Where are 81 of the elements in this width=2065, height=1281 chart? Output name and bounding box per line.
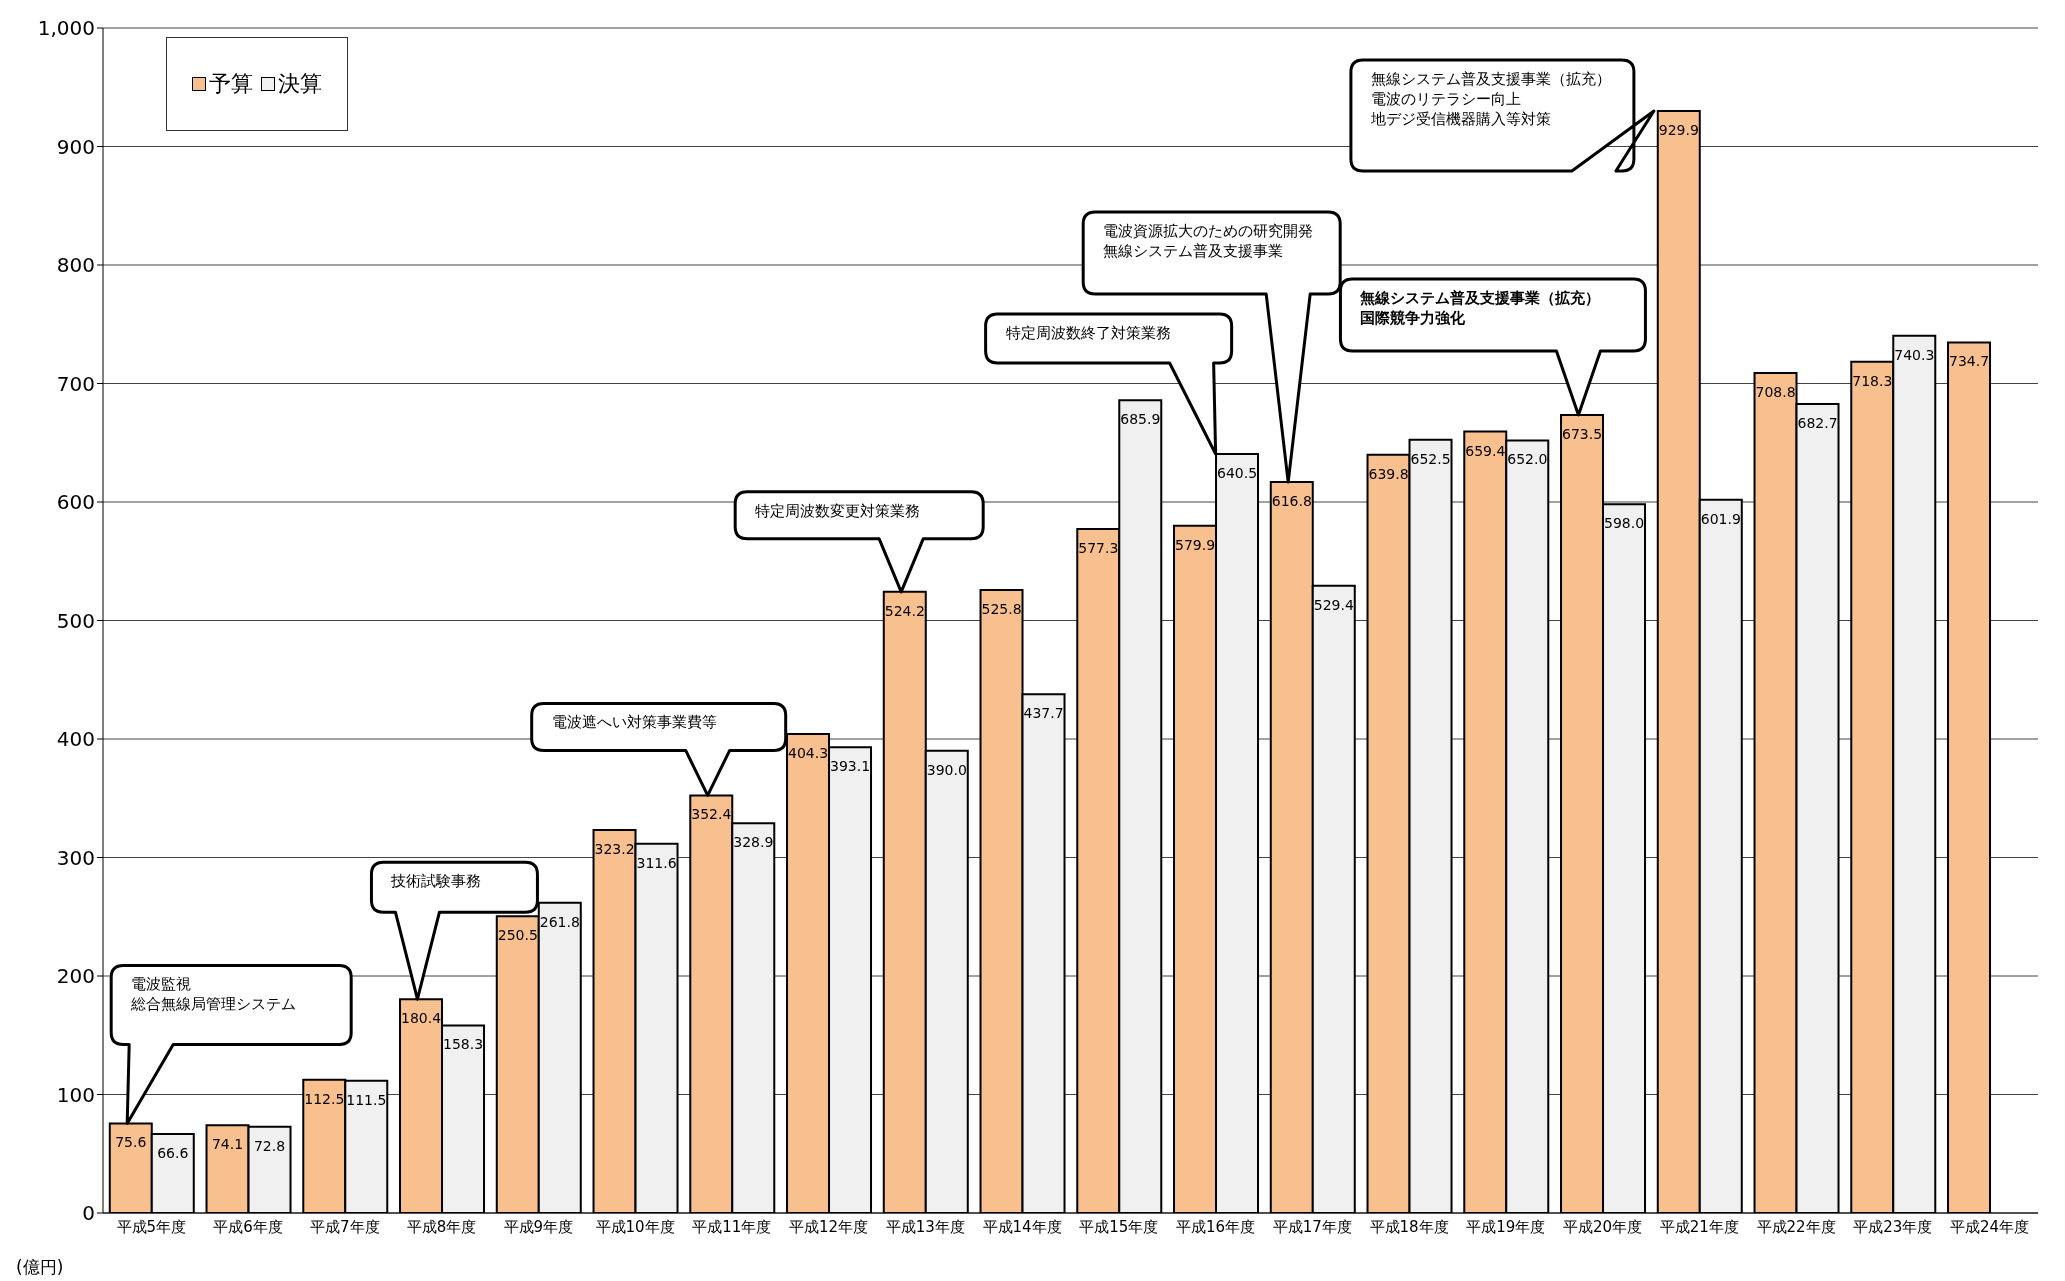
x-tick-label: 平成9年度: [503, 1217, 574, 1236]
data-label: 72.8: [253, 1137, 286, 1154]
data-label: 352.4: [691, 806, 732, 823]
x-tick-label: 平成5年度: [116, 1217, 187, 1236]
data-label: 180.4: [400, 1010, 442, 1027]
legend-label: 決算: [278, 70, 322, 98]
x-tick-label: 平成17年度: [1272, 1217, 1352, 1236]
data-label: 598.0: [1603, 515, 1645, 532]
data-label: 158.3: [442, 1036, 484, 1053]
x-tick-label: 平成10年度: [595, 1217, 675, 1236]
x-tick-label: 平成11年度: [692, 1217, 772, 1236]
x-tick-label: 平成21年度: [1659, 1217, 1739, 1236]
x-tick-label: 平成14年度: [982, 1217, 1062, 1236]
legend-label: 予算: [209, 70, 253, 98]
y-axis-title: (億円): [16, 1256, 64, 1279]
x-tick-label: 平成8年度: [406, 1217, 477, 1236]
data-label: 112.5: [304, 1090, 345, 1107]
annotation: 電波遮へい対策事業費等: [551, 713, 717, 732]
data-label: 673.5: [1561, 425, 1603, 442]
data-label: 652.5: [1410, 450, 1451, 467]
data-label: 311.6: [636, 854, 677, 871]
data-label: 579.9: [1174, 536, 1216, 553]
data-label: 734.7: [1948, 353, 1990, 370]
data-label: 639.8: [1368, 465, 1409, 482]
annotation: 電波監視総合無線局管理システム: [130, 975, 297, 1014]
annotation: 無線システム普及支援事業（拡充）電波のリテラシー向上地デジ受信機器購入等対策: [1369, 70, 1611, 129]
y-tick-label: 700: [56, 371, 95, 396]
y-tick-label: 200: [56, 964, 95, 989]
data-label: 404.3: [787, 744, 829, 761]
data-label: 323.2: [594, 841, 635, 858]
data-label: 437.7: [1023, 705, 1064, 722]
annotation: 特定周波数終了対策業務: [1005, 324, 1171, 343]
data-label: 685.9: [1120, 411, 1161, 428]
data-label: 682.7: [1797, 415, 1838, 431]
data-label: 525.8: [981, 600, 1022, 617]
x-tick-label: 平成16年度: [1176, 1217, 1256, 1236]
x-tick-label: 平成7年度: [310, 1217, 380, 1236]
x-tick-label: 平成24年度: [1950, 1217, 2030, 1236]
data-label: 708.8: [1755, 384, 1796, 401]
data-label: 393.1: [829, 758, 871, 775]
x-tick-label: 平成15年度: [1079, 1217, 1159, 1236]
y-tick-label: 800: [56, 253, 95, 278]
data-label: 75.6: [115, 1134, 147, 1151]
y-tick-label: 1,000: [37, 16, 95, 41]
data-label: 524.2: [884, 602, 925, 619]
y-tick-label: 600: [56, 490, 95, 515]
x-tick-label: 平成12年度: [789, 1217, 869, 1236]
x-tick-label: 平成23年度: [1853, 1217, 1933, 1236]
x-tick-label: 平成20年度: [1563, 1217, 1643, 1236]
annotation: 無線システム普及支援事業（拡充）国際競争力強化: [1359, 288, 1601, 327]
data-label: 659.4: [1465, 442, 1506, 459]
data-label: 328.9: [733, 834, 774, 851]
y-tick-label: 0: [82, 1201, 95, 1226]
y-tick-label: 500: [56, 608, 95, 633]
data-label: 261.8: [539, 913, 580, 930]
data-label: 74.1: [211, 1136, 244, 1153]
data-label: 640.5: [1216, 465, 1258, 482]
data-label: 601.9: [1700, 510, 1741, 527]
data-label: 616.8: [1271, 493, 1312, 510]
annotation: 電波資源拡大のための研究開発無線システム普及支援事業: [1103, 222, 1314, 261]
annotation: 技術試験事務: [390, 872, 482, 891]
annotation: 特定周波数変更対策業務: [755, 501, 921, 520]
data-label: 529.4: [1313, 596, 1354, 613]
y-tick-label: 300: [56, 845, 95, 870]
data-label: 390.0: [926, 761, 967, 778]
x-tick-label: 平成18年度: [1369, 1217, 1449, 1236]
x-tick-label: 平成19年度: [1466, 1217, 1546, 1236]
data-label: 740.3: [1894, 346, 1935, 363]
y-tick-label: 400: [56, 727, 95, 752]
data-label: 66.6: [157, 1145, 189, 1162]
x-tick-label: 平成6年度: [213, 1217, 283, 1236]
y-tick-label: 100: [56, 1082, 95, 1107]
data-label: 652.0: [1507, 451, 1548, 468]
y-tick-label: 900: [56, 134, 95, 159]
data-label: 929.9: [1658, 122, 1699, 139]
x-tick-label: 平成13年度: [885, 1217, 965, 1236]
x-tick-label: 平成22年度: [1756, 1217, 1836, 1236]
data-label: 577.3: [1078, 539, 1119, 556]
data-label: 111.5: [346, 1091, 387, 1108]
data-label: 250.5: [497, 927, 538, 944]
data-label: 718.3: [1852, 372, 1893, 389]
